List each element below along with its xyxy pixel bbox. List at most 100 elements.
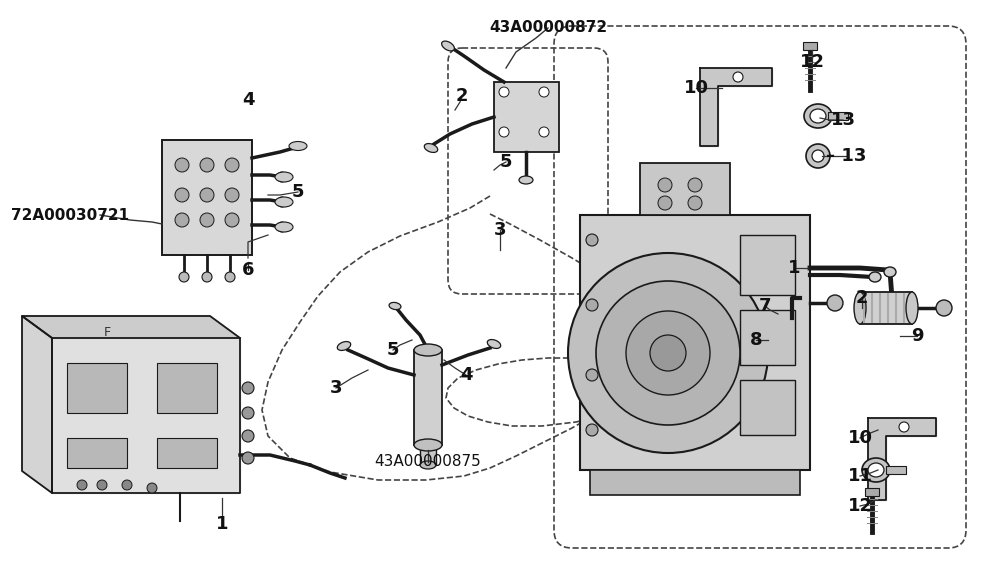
Polygon shape [52,338,240,493]
Circle shape [626,311,710,395]
Circle shape [586,299,598,311]
Ellipse shape [884,267,896,277]
Circle shape [200,188,214,202]
Circle shape [658,178,672,192]
Bar [414,350,442,445]
Ellipse shape [487,340,501,348]
Ellipse shape [804,104,832,128]
Circle shape [539,127,549,137]
Text: F: F [103,327,111,340]
Ellipse shape [389,302,401,310]
Circle shape [242,382,254,394]
Text: 2: 2 [456,87,468,105]
Text: 1: 1 [216,515,228,533]
Ellipse shape [854,292,866,324]
Circle shape [242,430,254,442]
Ellipse shape [414,439,442,451]
Text: 4: 4 [242,91,254,109]
Ellipse shape [519,176,533,184]
Ellipse shape [420,461,436,469]
Ellipse shape [424,144,438,152]
Ellipse shape [275,172,293,182]
Ellipse shape [906,292,918,324]
Circle shape [499,127,509,137]
Text: 9: 9 [911,327,923,345]
Text: 10: 10 [684,79,708,97]
Bar [886,466,906,474]
Circle shape [650,335,686,371]
Bar [494,82,559,152]
Polygon shape [868,418,936,500]
Text: 5: 5 [500,153,512,171]
Text: 11: 11 [848,467,872,485]
Circle shape [936,300,952,316]
Text: 2: 2 [856,289,868,307]
Bar [162,140,252,255]
Text: 43A00000872: 43A00000872 [489,20,607,35]
Circle shape [539,87,549,97]
Circle shape [175,213,189,227]
Circle shape [586,424,598,436]
Ellipse shape [869,272,881,282]
Bar [420,445,436,465]
Text: 5: 5 [387,341,399,359]
Text: 13: 13 [830,111,856,129]
Circle shape [242,452,254,464]
Text: 72A00030721: 72A00030721 [11,207,129,223]
Circle shape [733,72,743,82]
Ellipse shape [868,463,884,477]
Bar [157,363,217,413]
Circle shape [179,272,189,282]
Bar [865,488,879,496]
Text: 7: 7 [759,297,771,315]
Text: 8: 8 [750,331,762,349]
Bar [580,215,810,470]
Ellipse shape [862,458,890,482]
Bar [803,42,817,50]
Circle shape [225,272,235,282]
Bar [828,112,848,120]
Circle shape [827,295,843,311]
Polygon shape [700,68,772,146]
Text: 3: 3 [494,221,506,239]
Bar [860,292,912,324]
Polygon shape [22,316,52,493]
Circle shape [225,188,239,202]
Polygon shape [22,316,240,338]
Circle shape [499,87,509,97]
Circle shape [658,196,672,210]
Circle shape [688,178,702,192]
Text: 43A00000875: 43A00000875 [375,454,481,470]
Ellipse shape [337,341,351,350]
Ellipse shape [275,222,293,232]
Circle shape [97,480,107,490]
Ellipse shape [442,41,454,51]
Circle shape [586,234,598,246]
Bar [157,438,217,468]
Bar [740,380,795,435]
Text: 3: 3 [330,379,342,397]
Bar [67,363,127,413]
Circle shape [812,150,824,162]
Bar [590,470,800,495]
Text: – 13: – 13 [826,147,866,165]
Circle shape [202,272,212,282]
Circle shape [175,188,189,202]
Circle shape [596,281,740,425]
Circle shape [225,213,239,227]
Text: 10: 10 [848,429,872,447]
Circle shape [277,172,287,182]
Circle shape [225,158,239,172]
Circle shape [688,196,702,210]
Text: 4: 4 [460,366,472,384]
Text: 12: 12 [848,497,872,515]
Circle shape [277,197,287,207]
Circle shape [806,144,830,168]
Bar [740,235,795,295]
Circle shape [277,222,287,232]
Text: 12: 12 [800,53,824,71]
Text: 1: 1 [788,259,800,277]
Bar [640,163,730,215]
Circle shape [899,422,909,432]
Ellipse shape [810,109,826,123]
